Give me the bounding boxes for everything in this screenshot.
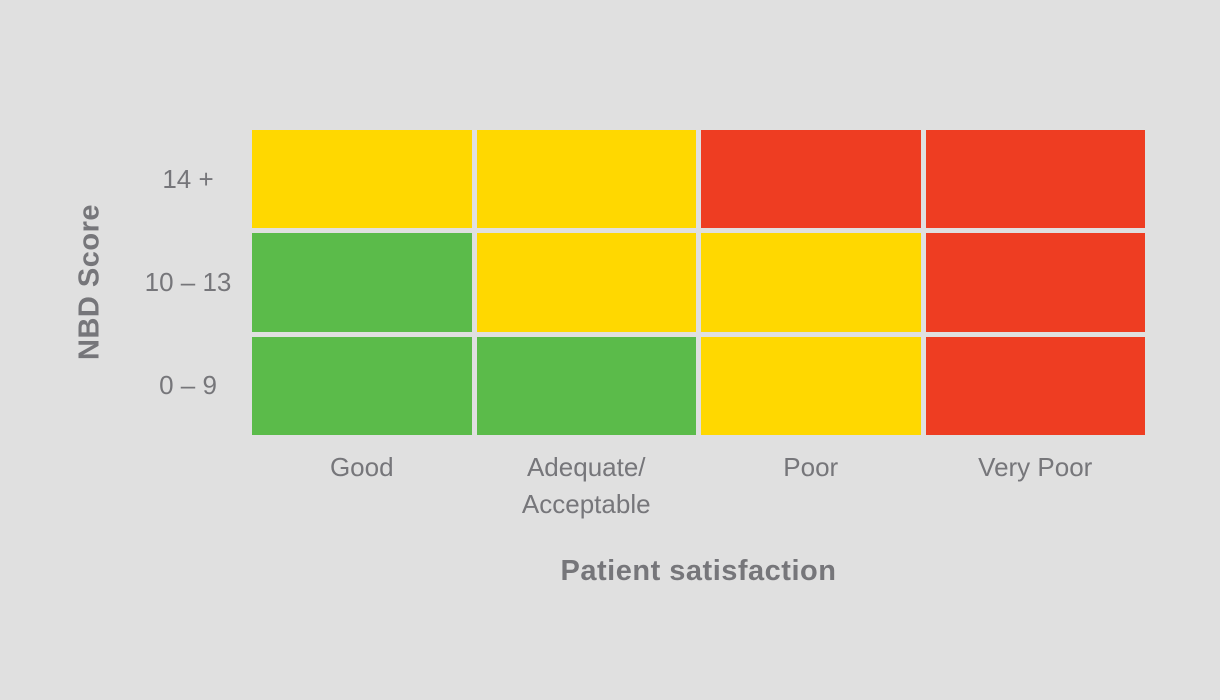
heatmap-cell-r1-c2: [476, 130, 696, 229]
heatmap-cell-r2-c1: [252, 233, 472, 332]
x-axis-title: Patient satisfaction: [560, 555, 837, 587]
heatmap-cell-r3-c2: [476, 336, 696, 435]
x-axis-tick-labels: Good Adequate/ Acceptable Poor Very Poor: [252, 449, 1145, 523]
heatmap-cell-r1-c4: [925, 130, 1145, 229]
y-axis-tick-labels: 14 + 10 – 13 0 – 9: [118, 130, 258, 435]
heatmap-cell-r3-c4: [925, 336, 1145, 435]
x-tick-label-0: Good: [329, 452, 394, 482]
x-tick-label-3: Very Poor: [978, 452, 1093, 482]
y-tick-label-2: 0 – 9: [159, 370, 217, 401]
y-axis-title: NBD Score: [73, 204, 106, 360]
y-tick-label-0: 14 +: [162, 163, 214, 194]
heatmap-cell-r1-c1: [252, 130, 472, 229]
heatmap-cell-r2-c2: [476, 233, 696, 332]
heatmap-cell-r3-c1: [252, 336, 472, 435]
heatmap-grid: [252, 130, 1145, 435]
x-tick-label-2: Poor: [783, 452, 839, 482]
heatmap-cell-r2-c3: [701, 233, 921, 332]
heatmap-cell-r3-c3: [701, 336, 921, 435]
heatmap-cell-r1-c3: [701, 130, 921, 229]
y-tick-label-1: 10 – 13: [144, 266, 232, 297]
heatmap-cell-r2-c4: [925, 233, 1145, 332]
x-tick-label-1: Adequate/ Acceptable: [521, 452, 651, 519]
